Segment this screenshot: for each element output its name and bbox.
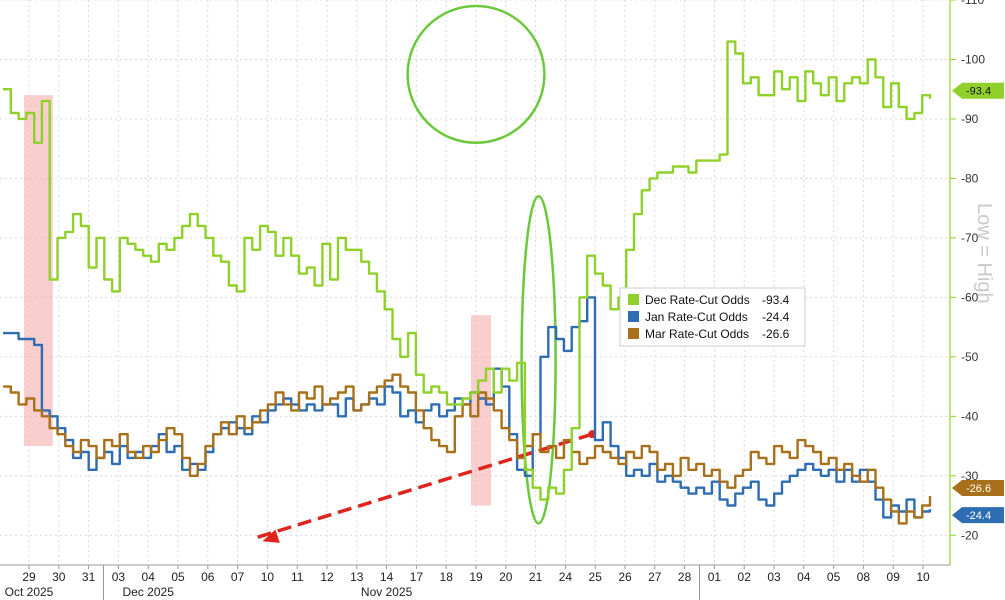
y-tick-label: -110 xyxy=(961,0,984,7)
y-tick-label: -30 xyxy=(961,469,979,483)
month-label: Dec 2025 xyxy=(123,585,175,599)
x-tick-label: 31 xyxy=(82,570,96,584)
annotations xyxy=(24,4,597,543)
last-value-tag-text: -26.6 xyxy=(966,483,991,495)
legend-box xyxy=(619,287,806,347)
last-value-tag-bg xyxy=(952,507,1004,524)
last-value-tag-dec: -93.4 xyxy=(952,82,1004,99)
legend-value-jan: -24.4 xyxy=(762,310,790,324)
last-value-tag-bg xyxy=(952,480,1004,497)
legend-value-dec: -93.4 xyxy=(762,293,790,307)
y-tick-label: -100 xyxy=(961,52,985,66)
x-tick-label: 03 xyxy=(112,570,126,584)
x-tick-label: 03 xyxy=(767,570,781,584)
highlight-box xyxy=(24,95,53,447)
x-tick-label: 17 xyxy=(410,570,424,584)
x-tick-label: 18 xyxy=(440,570,454,584)
x-tick-label: 24 xyxy=(559,570,573,584)
x-tick-label: 25 xyxy=(589,570,603,584)
legend-label-dec: Dec Rate-Cut Odds xyxy=(645,293,750,307)
last-value-tag-mar: -26.6 xyxy=(952,480,1004,497)
y-tick-label: -40 xyxy=(961,409,979,423)
y-tick-label: -80 xyxy=(961,171,979,185)
last-value-tag-text: -93.4 xyxy=(966,86,991,98)
x-tick-label: 30 xyxy=(52,570,66,584)
axis-note: Low = High xyxy=(973,203,995,304)
x-tick-label: 10 xyxy=(916,570,930,584)
x-tick-label: 10 xyxy=(261,570,275,584)
highlight-box xyxy=(471,315,491,506)
legend-swatch-jan xyxy=(628,311,639,322)
x-tick-label: 21 xyxy=(529,570,543,584)
x-tick-label: 01 xyxy=(708,570,722,584)
legend-label-mar: Mar Rate-Cut Odds xyxy=(645,327,749,341)
x-tick-label: 09 xyxy=(887,570,901,584)
x-tick-label: 28 xyxy=(678,570,692,584)
x-tick-label: 04 xyxy=(797,570,811,584)
legend-label-jan: Jan Rate-Cut Odds xyxy=(645,310,748,324)
x-tick-label: 14 xyxy=(380,570,394,584)
x-tick-label: 13 xyxy=(350,570,364,584)
last-value-tag-text: -24.4 xyxy=(966,510,991,522)
last-value-tag-jan: -24.4 xyxy=(952,507,1004,524)
y-tick-label: -50 xyxy=(961,350,979,364)
last-value-tag-bg xyxy=(952,82,1004,99)
x-tick-label: 20 xyxy=(499,570,513,584)
trend-arrow-head xyxy=(262,529,280,543)
x-tick-label: 07 xyxy=(231,570,245,584)
x-tick-label: 05 xyxy=(171,570,185,584)
y-tick-label: -90 xyxy=(961,112,979,126)
x-tick-label: 06 xyxy=(201,570,215,584)
x-tick-label: 27 xyxy=(648,570,662,584)
x-tick-label: 26 xyxy=(618,570,632,584)
legend-swatch-dec xyxy=(628,294,639,305)
x-tick-label: 04 xyxy=(142,570,156,584)
x-tick-label: 05 xyxy=(827,570,841,584)
trend-arrow-line xyxy=(253,432,593,540)
y-tick-label: -60 xyxy=(961,290,979,304)
highlight-ellipse xyxy=(520,195,557,525)
legend-value-mar: -26.6 xyxy=(762,327,790,341)
month-label: Nov 2025 xyxy=(361,585,413,599)
month-label: Oct 2025 xyxy=(5,585,54,599)
legend-swatch-mar xyxy=(628,328,639,339)
x-tick-label: 08 xyxy=(857,570,871,584)
legend: Dec Rate-Cut Odds -93.4 Jan Rate-Cut Odd… xyxy=(619,287,806,347)
series-lines: -24.4 -26.6 -93.4 xyxy=(3,40,1004,525)
y-tick-label: -70 xyxy=(961,231,979,245)
x-tick-label: 19 xyxy=(469,570,483,584)
x-tick-label: 12 xyxy=(320,570,334,584)
x-tick-label: 11 xyxy=(291,570,304,584)
series-mar xyxy=(3,373,932,525)
series-dec xyxy=(3,40,932,501)
x-tick-label: 02 xyxy=(738,570,752,584)
x-tick-label: 29 xyxy=(22,570,36,584)
highlight-ellipse xyxy=(406,4,546,144)
y-tick-label: -20 xyxy=(961,528,979,542)
